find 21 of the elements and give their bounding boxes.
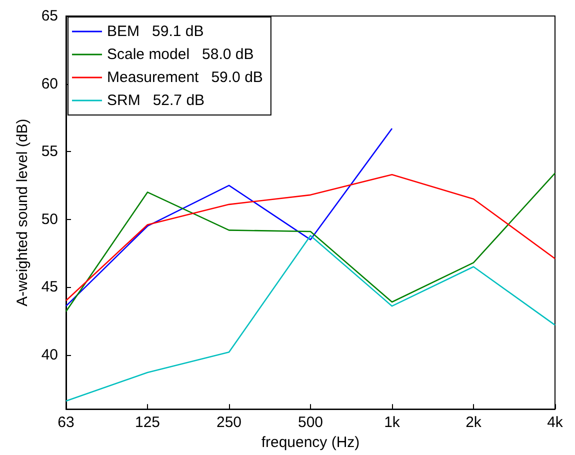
y-tick-label: 45 [41,278,58,296]
legend-label: Scale model 58.0 dB [107,46,254,63]
x-tick-label: 63 [58,414,74,432]
y-tick-label: 65 [41,8,58,24]
x-tick-label: 1k [384,414,400,432]
x-tick-label: 4k [547,414,564,432]
x-axis-title: frequency (Hz) [261,434,360,451]
x-tick-label: 500 [298,414,324,432]
legend-label: Measurement 59.0 dB [107,69,263,86]
x-tick-label: 2k [466,414,482,432]
y-tick-label: 50 [41,210,58,228]
x-tick-label: 125 [134,414,160,432]
y-axis-title: A-weighted sound level (dB) [14,118,31,306]
y-tick-label: 60 [41,75,58,92]
line-series [65,234,556,402]
legend-label: SRM 52.7 dB [107,92,205,109]
y-tick-label: 55 [41,143,58,160]
y-tick-label: 40 [41,346,58,364]
line-series [65,128,393,307]
legend-label: BEM 59.1 dB [107,23,204,40]
x-tick-label: 250 [216,414,242,432]
